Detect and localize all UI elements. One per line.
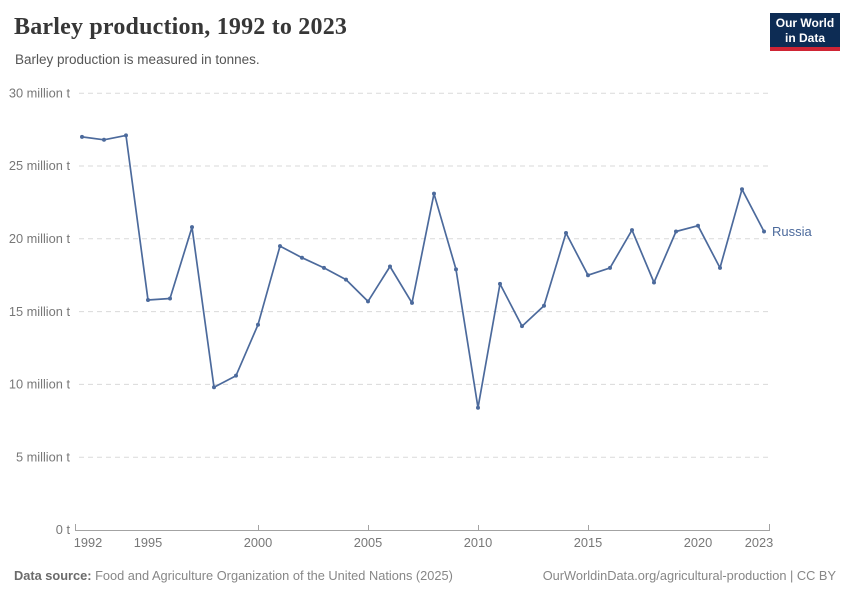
data-point-2013[interactable] <box>542 303 546 308</box>
data-point-2017[interactable] <box>630 228 634 233</box>
data-point-1996[interactable] <box>168 296 172 301</box>
x-tick-label: 2005 <box>354 535 382 550</box>
owid-link[interactable]: OurWorldinData.org/agricultural-producti… <box>542 568 836 583</box>
y-tick-label: 0 t <box>56 522 71 537</box>
data-source-label: Data source: <box>14 568 92 583</box>
data-point-2021[interactable] <box>718 265 722 270</box>
x-tick-label: 2020 <box>684 535 712 550</box>
x-tick-label: 2000 <box>244 535 272 550</box>
y-axis-labels: 0 t 5 million t 10 million t 15 million t 20… <box>9 85 71 537</box>
x-tick-label: 2015 <box>574 535 602 550</box>
data-point-1993[interactable] <box>102 137 106 142</box>
x-tick-label: 2023 <box>745 535 773 550</box>
data-point-2011[interactable] <box>498 281 502 286</box>
data-point-2020[interactable] <box>696 223 700 228</box>
data-point-2022[interactable] <box>740 187 744 192</box>
data-point-2018[interactable] <box>652 280 656 285</box>
data-point-1999[interactable] <box>234 373 238 378</box>
data-point-2008[interactable] <box>432 191 436 196</box>
data-point-2019[interactable] <box>674 229 678 234</box>
x-tick-label: 1995 <box>134 535 162 550</box>
data-point-2003[interactable] <box>322 265 326 270</box>
data-point-2000[interactable] <box>256 322 260 327</box>
data-point-1992[interactable] <box>80 134 84 139</box>
data-point-1997[interactable] <box>190 225 194 230</box>
series-label-russia[interactable]: Russia <box>772 224 813 239</box>
series-line-russia[interactable] <box>81 134 765 409</box>
data-point-2001[interactable] <box>278 244 282 249</box>
y-tick-label: 20 million t <box>9 231 71 246</box>
data-point-2006[interactable] <box>388 264 392 269</box>
data-point-2012[interactable] <box>520 324 524 329</box>
data-point-2010[interactable] <box>476 405 480 410</box>
y-gridlines <box>79 92 768 458</box>
y-tick-label: 10 million t <box>9 377 71 392</box>
owid-logo-line2: in Data <box>784 31 825 46</box>
x-tick-label: 2010 <box>464 535 492 550</box>
y-tick-label: 15 million t <box>9 304 71 319</box>
x-tick-label: 1992 <box>74 535 102 550</box>
owid-logo-line1: Our World <box>775 16 835 30</box>
series-russia[interactable]: Russia <box>80 133 813 410</box>
data-point-2009[interactable] <box>454 267 458 272</box>
y-tick-label: 25 million t <box>9 158 71 173</box>
data-point-2005[interactable] <box>366 299 370 304</box>
chart-subtitle: Barley production is measured in tonnes. <box>15 52 260 67</box>
owid-logo[interactable]: Our World in Data <box>770 13 840 51</box>
y-tick-label: 30 million t <box>9 85 71 100</box>
data-point-2004[interactable] <box>344 277 348 282</box>
data-point-2014[interactable] <box>564 230 568 235</box>
data-source-text: Food and Agriculture Organization of the… <box>91 568 453 583</box>
data-point-1994[interactable] <box>124 133 128 138</box>
page-title: Barley production, 1992 to 2023 <box>14 14 348 40</box>
data-point-1995[interactable] <box>146 297 150 302</box>
y-tick-label: 5 million t <box>16 449 70 464</box>
x-axis <box>75 524 770 531</box>
data-point-1998[interactable] <box>212 385 216 390</box>
x-axis-labels: 1992 1995 2000 2005 2010 2015 2020 2023 <box>74 535 773 550</box>
data-point-2002[interactable] <box>300 255 304 260</box>
data-point-2016[interactable] <box>608 265 612 270</box>
data-source-note: Data source: Food and Agriculture Organi… <box>14 568 453 583</box>
data-point-2023[interactable] <box>762 229 766 234</box>
data-point-2007[interactable] <box>410 300 414 305</box>
data-point-2015[interactable] <box>586 273 590 278</box>
